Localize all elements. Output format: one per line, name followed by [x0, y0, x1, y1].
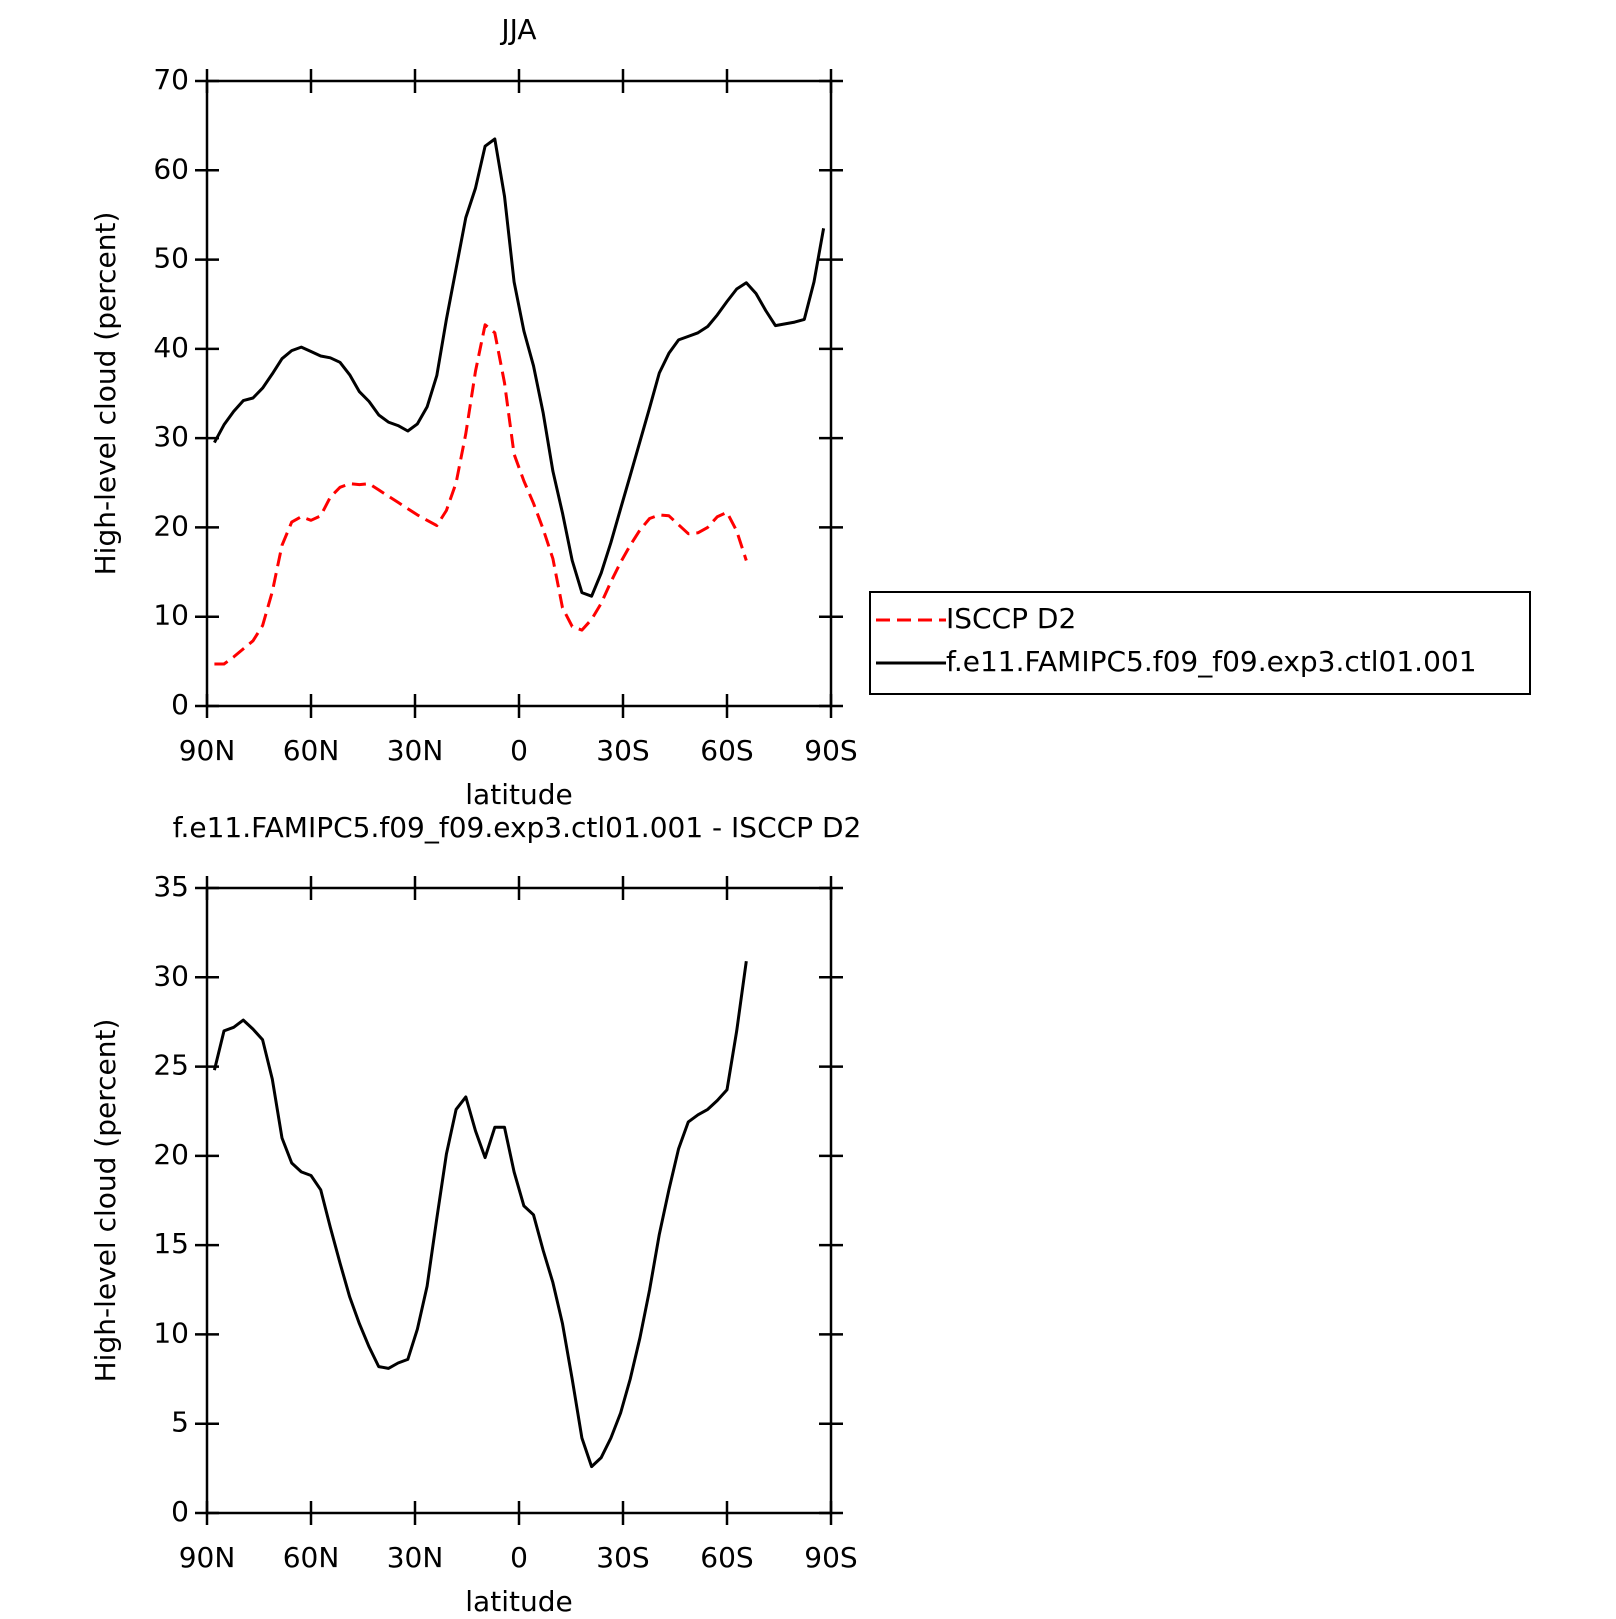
- chart-title: JJA: [499, 13, 536, 46]
- x-axis-label: latitude: [465, 778, 572, 811]
- y-tick-label: 60: [153, 152, 189, 185]
- x-tick-label: 0: [510, 734, 528, 767]
- y-tick-label: 10: [153, 599, 189, 632]
- y-tick-label: 0: [171, 688, 189, 721]
- x-tick-label: 0: [510, 1541, 528, 1574]
- y-tick-label: 30: [153, 959, 189, 992]
- y-tick-label: 25: [153, 1049, 189, 1082]
- y-tick-label: 30: [153, 420, 189, 453]
- x-tick-label: 90N: [179, 734, 236, 767]
- x-tick-label: 30S: [596, 1541, 649, 1574]
- x-tick-label: 60N: [283, 1541, 340, 1574]
- plot-frame: [205, 886, 833, 1515]
- data-line: [212, 960, 748, 1469]
- data-line: [213, 137, 826, 598]
- x-tick-label: 90S: [804, 1541, 857, 1574]
- y-tick-label: 20: [153, 1138, 189, 1171]
- legend-label: ISCCP D2: [946, 602, 1076, 635]
- x-tick-label: 90N: [179, 1541, 236, 1574]
- y-tick-label: 5: [171, 1406, 189, 1439]
- x-tick-label: 30S: [596, 734, 649, 767]
- legend-label: f.e11.FAMIPC5.f09_f09.exp3.ctl01.001: [946, 645, 1477, 678]
- x-tick-label: 30N: [387, 1541, 444, 1574]
- y-tick-label: 40: [153, 331, 189, 364]
- y-axis-label: High-level cloud (percent): [89, 212, 122, 576]
- x-tick-label: 60S: [700, 734, 753, 767]
- y-tick-label: 70: [153, 63, 189, 96]
- y-tick-label: 10: [153, 1316, 189, 1349]
- y-tick-label: 35: [153, 870, 189, 903]
- legend-box: [869, 591, 1531, 695]
- y-tick-label: 0: [171, 1495, 189, 1528]
- plot-frame: [205, 79, 833, 708]
- y-tick-label: 50: [153, 242, 189, 275]
- x-tick-label: 30N: [387, 734, 444, 767]
- data-line: [214, 323, 748, 666]
- x-axis-label: latitude: [465, 1585, 572, 1618]
- x-tick-label: 60S: [700, 1541, 753, 1574]
- x-tick-label: 60N: [283, 734, 340, 767]
- y-tick-label: 20: [153, 509, 189, 542]
- chart-title: f.e11.FAMIPC5.f09_f09.exp3.ctl01.001 - I…: [173, 811, 862, 844]
- y-axis-label: High-level cloud (percent): [89, 1019, 122, 1383]
- x-tick-label: 90S: [804, 734, 857, 767]
- y-tick-label: 15: [153, 1227, 189, 1260]
